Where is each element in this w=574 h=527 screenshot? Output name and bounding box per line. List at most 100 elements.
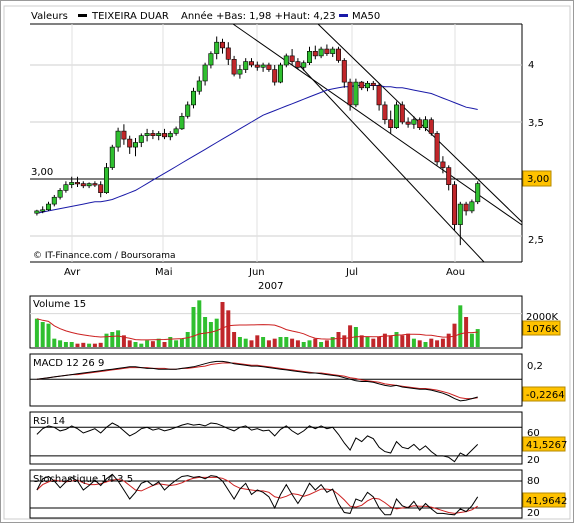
volume-bar [307,340,312,347]
volume-bar [261,337,266,347]
rsi-tick-60: 60 [527,428,540,439]
candle-body [191,90,197,106]
volume-bar [75,343,80,347]
volume-bar [40,322,45,347]
volume-bar [382,333,387,347]
volume-bar [226,310,231,347]
candle-body [318,48,324,57]
volume-bar [63,342,68,347]
stochastic-badge [522,492,566,508]
stochastic-tick-20: 20 [527,508,540,519]
volume-bar [255,335,260,347]
x-axis: Avr Mai Jun Jul Aou 2007 [64,267,465,292]
candle-body [266,64,272,70]
volume-bar [458,305,463,347]
macd-signal-line [36,362,478,400]
candle-body [127,138,133,148]
volume-bar [290,338,295,347]
month-label-jun: Jun [248,267,265,278]
stochastic-title: Stochastique 14 3 5 [33,474,133,485]
candle-body [63,184,69,191]
candle-body [382,104,388,121]
volume-bar [342,335,347,347]
candle-body [376,85,382,106]
candle-body [272,69,278,83]
volume-bar [156,338,161,347]
candle-body [364,82,370,89]
candle-body [463,203,469,212]
volume-bar [440,338,445,347]
candle-body [115,130,121,148]
volume-bar [435,340,440,347]
current-price-badge-text: 3,00 [527,174,549,185]
legend-label: Valeurs [31,11,68,22]
volume-badge [522,320,561,336]
volume-bar [145,340,150,347]
price-tick-4: 4 [528,60,534,71]
volume-bar [139,343,144,347]
volume-badge-text: 1076K [526,324,558,335]
month-label-mai: Mai [155,267,173,278]
candle-body [393,104,399,129]
candle-body [370,82,376,86]
volume-bar [313,338,318,347]
copyright: © IT-Finance.com / Boursorama [33,251,175,261]
candle-body [173,128,179,134]
volume-bar [110,332,115,347]
volume-bar [452,323,457,347]
volume-bar [133,342,138,347]
rsi-panel-frame [29,411,523,465]
candle-body [57,190,63,198]
price-tick-3-5: 3,5 [528,118,544,129]
volume-bar [243,338,248,347]
price-panel: Valeurs TEIXEIRA DUAR Année +Bas: 1,98 +… [30,10,552,263]
candle-body [353,81,359,106]
volume-tick: 2000K [526,312,558,323]
volume-bar [46,323,51,347]
volume-bar [87,343,92,347]
candle-body [214,41,220,54]
candle-body [86,183,92,187]
candle-body [399,104,405,123]
candle-body [167,133,173,138]
candle-body [254,64,260,68]
candle-body [243,61,249,70]
year-label: 2007 [258,281,283,292]
volume-bar [330,337,335,347]
candle-body [341,60,347,83]
stochastic-d-line [36,476,478,514]
candle-body [277,64,283,83]
candle-body [469,201,475,212]
candle-body [475,183,481,203]
reference-value-label: 3,00 [31,167,53,178]
stochastic-k-line [36,473,479,516]
candle-body [237,69,243,75]
volume-bar [104,333,109,347]
volume-bar [127,340,132,347]
candle-body [231,58,237,75]
volume-bar [121,335,126,347]
candle-body [312,51,318,57]
candle-body [109,146,115,168]
rsi-line [36,422,479,463]
candle-body [330,48,336,54]
volume-bar [197,300,202,347]
volume-bar [168,337,173,347]
candle-body [405,121,411,125]
macd-badge [522,386,566,402]
legend-ma: MA50 [352,11,380,22]
candle-body [179,116,185,130]
candle-body [92,183,98,186]
trend-channel-lower [299,65,485,263]
volume-bar [423,342,428,347]
candle-body [75,182,81,185]
volume-bar [464,317,469,347]
volume-bar [203,317,208,347]
candle-body [40,209,46,212]
volume-bar [371,338,376,347]
candle-body [156,133,162,136]
candle-body [422,119,428,129]
volume-bar [34,318,39,347]
volume-bar [249,340,254,347]
candle-body [451,184,457,225]
